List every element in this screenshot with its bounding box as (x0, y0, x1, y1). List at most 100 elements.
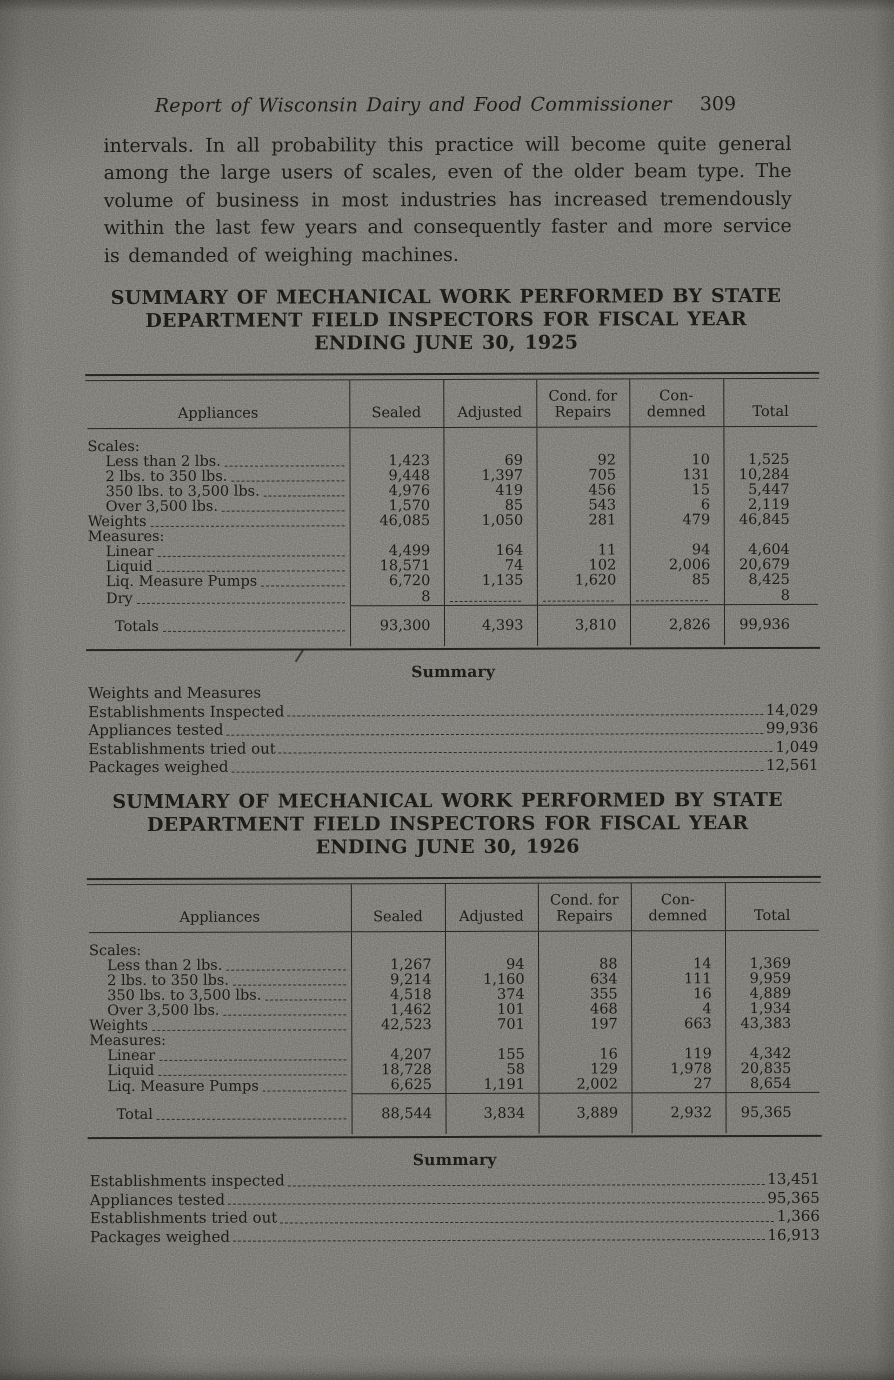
totals-cell: 99,936 (723, 611, 819, 646)
row-label: Liq. Measure Pumps (105, 573, 258, 591)
summary-item-value: 1,366 (776, 1206, 820, 1225)
col-header-appliances: Appliances (88, 884, 351, 933)
row-label-cell: 350 lbs. to 3,500 lbs. (88, 484, 350, 500)
table-cell: 2,006 (629, 557, 724, 574)
totals-cell: 4,393 (443, 612, 538, 647)
table-cell: 74 (443, 558, 537, 575)
table-cell (631, 1032, 726, 1048)
row-label: Measures: (87, 528, 165, 546)
dotted-leader (227, 1202, 765, 1205)
table-caption-1926: SUMMARY OF MECHANICAL WORK PERFORMED BY … (1, 789, 894, 861)
table-cell: 18,571 (349, 558, 444, 575)
table-cell: 701 (445, 1017, 539, 1034)
row-label-cell: Measures: (88, 529, 350, 545)
table-cell (443, 528, 537, 545)
empty-cell-dashes (635, 588, 708, 602)
table-cell: 164 (443, 543, 537, 560)
summary-block-1926: Summary Establishments inspected 13,451 … (90, 1149, 820, 1246)
table-cell: 8,654 (725, 1076, 820, 1093)
table-cell: 4,207 (351, 1047, 446, 1064)
summary-item: Establishments Inspected 14,029 (88, 700, 818, 721)
dotted-leader (223, 1014, 346, 1016)
summary-item-label: Appliances tested (88, 720, 224, 740)
table-cell (445, 1032, 539, 1049)
table-cell: 129 (538, 1061, 632, 1078)
table-group-row: Scales: (89, 930, 820, 960)
table-totals-row: Totals 93,300 4,393 3,810 2,826 99,936 (88, 611, 819, 647)
summary-subheading: Weights and Measures (88, 683, 262, 703)
dotted-leader (280, 1220, 774, 1224)
table-cell (444, 931, 539, 959)
section-fiscal-1925: SUMMARY OF MECHANICAL WORK PERFORMED BY … (0, 285, 894, 777)
table-cell: 355 (538, 986, 632, 1003)
table-cell: 85 (443, 498, 537, 515)
table-cell: 101 (445, 1002, 539, 1019)
table-cell (725, 1031, 820, 1048)
table-cell: 46,845 (723, 512, 818, 529)
table-cell: 14 (631, 956, 726, 973)
table-cell: 69 (443, 453, 537, 470)
table-cell: 4,604 (723, 542, 818, 559)
table-cell: 1,050 (443, 513, 537, 530)
dotted-leader (226, 732, 763, 736)
section-fiscal-1926: SUMMARY OF MECHANICAL WORK PERFORMED BY … (1, 789, 894, 1247)
row-label-cell: Over 3,500 lbs. (89, 1003, 351, 1019)
table-cell: 102 (536, 557, 630, 574)
table-cell (443, 588, 537, 606)
dotted-leader (156, 570, 345, 572)
opening-paragraph: intervals. In all probability this pract… (103, 132, 792, 267)
summary-item: Appliances tested 95,365 (90, 1188, 820, 1209)
table-cell: 281 (536, 512, 630, 529)
table-cell: 4 (631, 1001, 726, 1018)
table-cell: 119 (631, 1046, 726, 1063)
table-cell: 4,499 (349, 543, 444, 560)
row-label-cell: Dry (88, 589, 350, 607)
table-cell: 16 (631, 986, 726, 1003)
dotted-leader (262, 1089, 346, 1092)
table-cell (536, 426, 630, 454)
totals-cell: 3,889 (538, 1100, 632, 1134)
table-cell: 1,369 (725, 956, 820, 973)
row-label: Liquid (105, 558, 153, 576)
table-cell (349, 427, 444, 455)
table-cell: 1,620 (536, 572, 630, 589)
table-cell: 155 (445, 1047, 539, 1064)
empty-cell-dashes (449, 588, 521, 602)
row-label: Totals (114, 618, 159, 636)
dotted-leader (287, 1183, 765, 1187)
row-label: Scales: (89, 942, 142, 960)
col-header-total: Total (723, 378, 818, 427)
row-label: Weights (87, 513, 147, 531)
table-cell (351, 1033, 446, 1049)
table-header-row: Appliances Sealed Adjusted Cond. for Rep… (88, 882, 819, 933)
table-cell: 2,002 (538, 1076, 632, 1094)
table-cell: 2,119 (723, 497, 818, 514)
summary-item: Appliances tested 99,936 (88, 719, 818, 740)
summary-item-value: 1,049 (775, 737, 819, 756)
table-group-row: Scales: (87, 426, 818, 455)
table-bottom-rule (86, 646, 821, 652)
table-cell: 1,462 (351, 1002, 446, 1019)
summary-heading: Summary (411, 661, 496, 682)
col-header-adjusted: Adjusted (444, 883, 538, 932)
row-label: Liq. Measure Pumps (107, 1078, 259, 1095)
totals-cell: 3,834 (445, 1100, 539, 1135)
summary-item: Establishments tried out 1,049 (88, 737, 818, 758)
dotted-leader (224, 465, 345, 467)
caption-line: ENDING JUNE 30, 1925 (314, 331, 579, 355)
dotted-leader (150, 525, 345, 527)
table-cell (629, 528, 724, 544)
table-cell: 88 (538, 956, 632, 973)
row-label: Total (116, 1106, 153, 1124)
table-cell (629, 588, 724, 605)
dotted-leader (231, 480, 345, 482)
table-cell: 663 (631, 1016, 726, 1033)
table-cell: 131 (629, 467, 724, 484)
summary-item: Establishments tried out 1,366 (90, 1207, 820, 1228)
summary-item-label: Packages weighed (89, 1227, 230, 1246)
table-cell: 10 (629, 452, 724, 469)
col-header-appliances: Appliances (87, 380, 350, 429)
row-label-cell: Weights (89, 1018, 351, 1034)
dotted-leader (231, 769, 763, 773)
dotted-leader (232, 984, 346, 986)
